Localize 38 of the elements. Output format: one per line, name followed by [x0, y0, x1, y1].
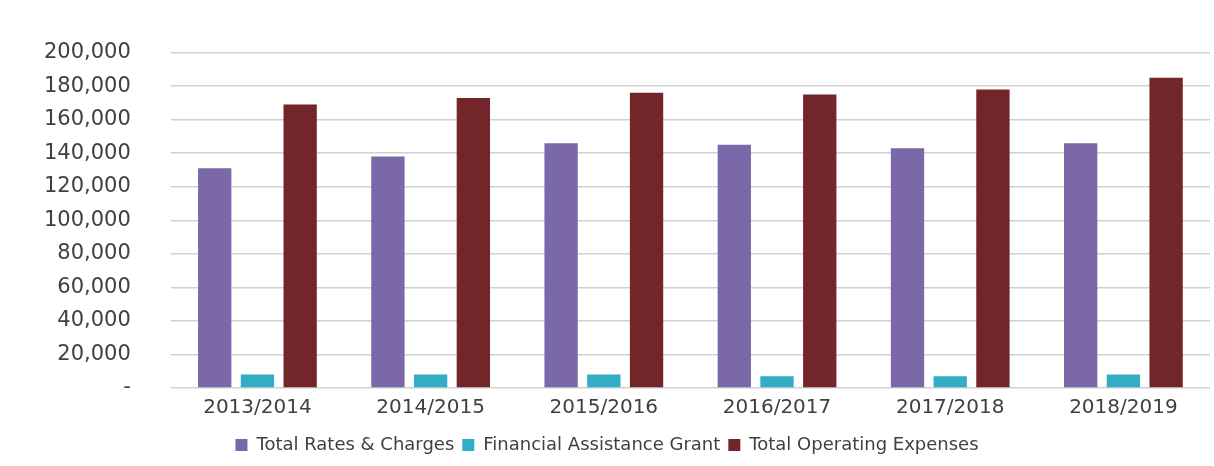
legend-label: Total Operating Expenses [748, 432, 979, 454]
bar [1149, 77, 1183, 388]
x-tick-label: 2017/2018 [895, 394, 1005, 419]
y-tick-label: 120,000 [44, 173, 131, 198]
bar [629, 92, 664, 388]
y-tick-label: - [123, 374, 131, 399]
y-tick-label: 180,000 [44, 72, 131, 97]
y-tick-label: 80,000 [57, 240, 131, 265]
bar [544, 143, 578, 388]
bar [413, 374, 448, 388]
x-tick-label: 2013/2014 [203, 394, 312, 419]
x-tick-label: 2016/2017 [722, 394, 832, 419]
y-tick-label: 200,000 [44, 39, 131, 64]
bar [976, 89, 1010, 388]
y-tick-label: 100,000 [44, 206, 131, 231]
bar [587, 374, 621, 388]
bar [760, 376, 794, 388]
y-tick-label: 20,000 [57, 340, 131, 365]
y-tick-label: 140,000 [44, 139, 131, 164]
x-tick-label: 2014/2015 [376, 394, 485, 419]
x-tick-label: 2018/2019 [1069, 394, 1178, 419]
bar [803, 94, 837, 388]
bar [456, 97, 491, 388]
legend-label: Financial Assistance Grant [483, 432, 721, 454]
y-tick-label: 40,000 [57, 307, 131, 332]
bar [890, 148, 925, 388]
bar [717, 144, 751, 388]
bar [933, 376, 967, 388]
bar [371, 156, 405, 388]
bar [198, 168, 232, 388]
y-tick-label: 60,000 [57, 273, 131, 298]
bar [1064, 143, 1098, 388]
bar [283, 104, 317, 388]
bar [240, 374, 275, 388]
bar [1106, 374, 1141, 388]
x-tick-label: 2015/2016 [549, 394, 659, 419]
legend-label: Total Rates & Charges [255, 432, 455, 454]
y-tick-label: 160,000 [44, 106, 131, 131]
